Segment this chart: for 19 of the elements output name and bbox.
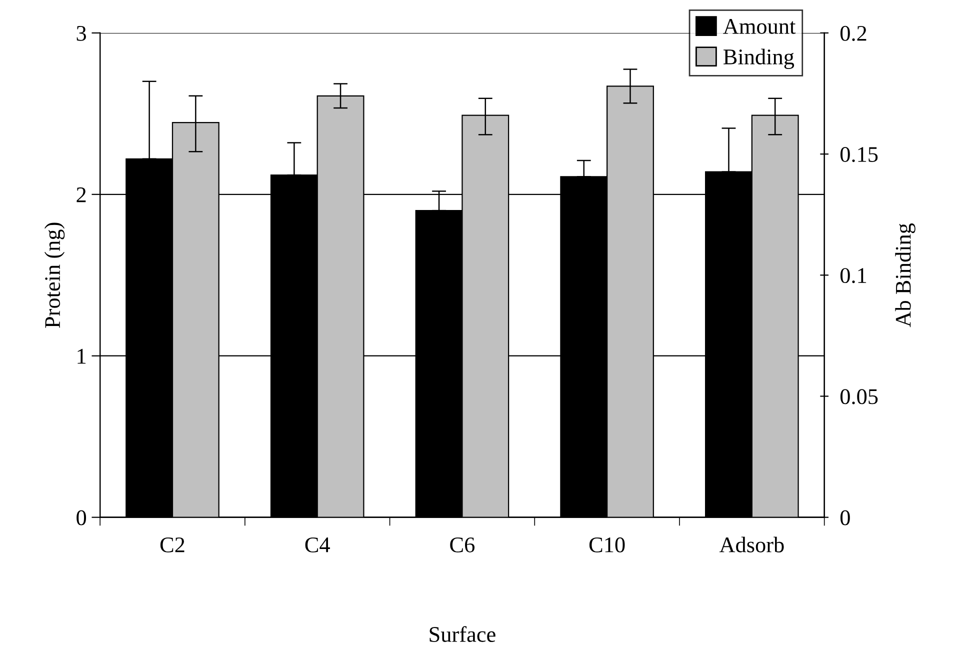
y2-tick-label: 0 (840, 510, 850, 526)
x-tick-label: C10 (589, 537, 625, 552)
y-tick-label: 1 (78, 348, 86, 364)
x-tick-label: C6 (450, 537, 475, 552)
y2-tick-label: 0.05 (840, 389, 878, 404)
legend-label: Amount (723, 19, 796, 34)
y2-tick-label: 0.1 (840, 268, 866, 284)
y-tick-label: 3 (76, 26, 86, 41)
legend-label: Binding (724, 48, 794, 70)
y2-tick-label: 0.15 (840, 146, 878, 162)
y-tick-label: 2 (76, 187, 86, 202)
y-axis-title: Protein (ng) (44, 222, 65, 328)
y2-tick-label: 0.2 (840, 26, 866, 41)
x-axis-title: Surface (430, 626, 496, 642)
x-tick-label: C4 (305, 537, 330, 552)
x-tick-label: Adsorb (719, 536, 784, 552)
y-tick-label: 0 (76, 510, 86, 526)
x-tick-label: C2 (160, 537, 184, 552)
y2-axis-title: Ab Binding (895, 223, 916, 328)
